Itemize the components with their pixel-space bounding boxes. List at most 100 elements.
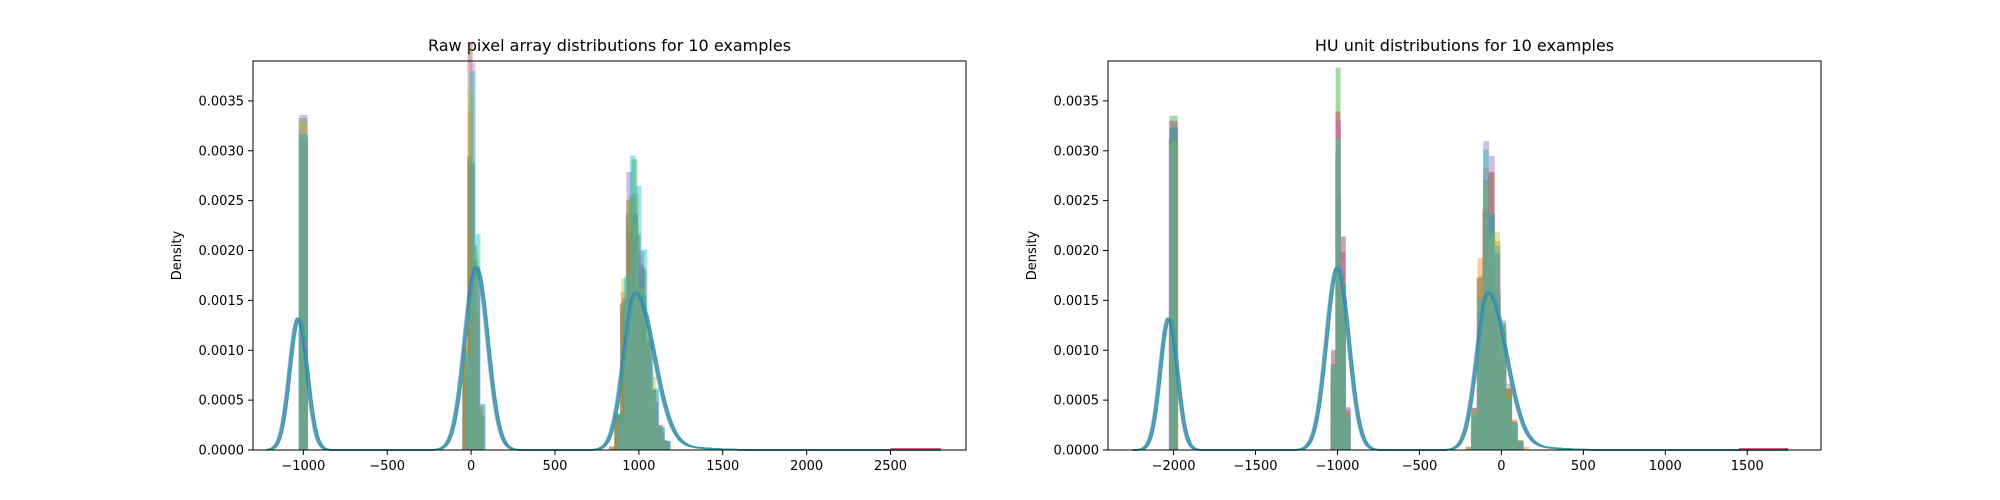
hist-bar [1335,138,1341,450]
hist-bar [623,340,630,450]
hist-bar [1489,171,1495,450]
hist-bar [1471,415,1478,450]
hist-bar [658,427,665,450]
hist-bar [635,255,642,450]
hist-bar [472,259,478,450]
hist-bar [614,414,621,450]
hist-bar [649,391,656,450]
hist-bar [472,259,478,450]
hist-bar [1345,414,1351,450]
hist-bar [614,415,621,450]
hist-bar [609,446,615,450]
hist-bar [1493,252,1500,450]
x-tick-label: −1000 [281,459,325,474]
series-4 [299,138,669,450]
hist-bar [1489,214,1496,450]
hist-bar [1476,325,1483,450]
series-1 [1169,141,1524,450]
hist-bar [1341,285,1347,450]
hist-bar [464,369,470,450]
hist-bar [634,233,641,450]
hist-bar [1345,414,1351,450]
hist-bar [1499,355,1506,450]
hist-bar [610,446,617,450]
hist-bar [1517,443,1523,450]
hist-bar [298,117,307,450]
hist-bar [462,352,468,450]
hist-bar [1336,195,1341,450]
hist-bar [1488,214,1495,450]
series-5 [1168,120,1524,451]
hist-bar [632,213,639,450]
hist-bar [1488,172,1494,450]
x-tick-label: 0 [467,459,475,474]
x-tick-label: 2000 [790,459,823,474]
hist-bar [638,264,644,450]
hist-bar [1330,363,1336,450]
series-7 [298,61,671,451]
chart-title: Raw pixel array distributions for 10 exa… [428,36,791,55]
hist-bar [1476,277,1483,450]
hist-bar [650,376,657,450]
hist-bar [299,134,309,450]
hist-bar [1470,407,1477,450]
hist-bar [656,424,662,450]
hist-bar [1340,287,1346,450]
x-tick-label: 2500 [874,459,907,474]
hist-bar [1471,410,1478,450]
hist-bar [652,401,658,450]
hist-bar [663,441,669,450]
hist-bar [608,446,615,450]
hist-bar [1477,328,1483,450]
series-8 [1169,130,1524,450]
hist-bar [1330,381,1336,450]
hist-bar [477,405,483,450]
hist-bar [626,222,633,450]
hist-bar [638,250,645,450]
x-tick-label: −1000 [1315,459,1359,474]
y-tick-label: 0.0015 [1054,294,1100,309]
hist-bar [462,361,468,450]
hist-bar [655,428,662,450]
x-tick-label: 1000 [1649,459,1682,474]
hist-bar [1482,211,1489,450]
hist-bar [649,389,656,450]
hist-bar [1511,431,1518,450]
y-tick-label: 0.0010 [1054,344,1100,359]
hist-bar [298,145,308,451]
hist-bar [638,277,645,450]
hist-bar [1335,111,1341,450]
hist-bar [470,61,476,451]
hist-bar [620,301,627,450]
series-8 [299,134,671,450]
hist-bar [627,232,634,450]
hist-bar [1506,383,1513,450]
hist-bar [1495,294,1501,450]
hu-unit-chart: HU unit distributions for 10 examples De… [1025,36,1822,474]
hist-bar [627,198,633,450]
hist-bar [660,442,667,450]
hist-bar [1340,252,1346,450]
hist-bar [650,388,657,450]
hist-bar [1331,365,1337,450]
hist-bar [661,440,668,450]
hist-bar [1482,185,1489,451]
hist-bar [664,440,671,450]
hist-bar [1345,411,1351,450]
hist-bar [1500,332,1507,450]
hist-bar [1511,428,1518,450]
hist-bar [617,413,624,450]
hist-bar [1505,390,1512,450]
hist-bar [1494,288,1500,450]
hist-bar [1340,260,1346,450]
hist-bar [623,300,630,450]
y-tick-label: 0.0025 [1054,194,1100,209]
hist-bar [1340,288,1346,450]
hist-bar [1471,420,1478,450]
hist-bar [472,266,478,450]
hist-bar [465,353,471,450]
hist-bar [1345,407,1351,450]
hist-bar [1523,446,1530,450]
hist-bar [463,380,469,450]
